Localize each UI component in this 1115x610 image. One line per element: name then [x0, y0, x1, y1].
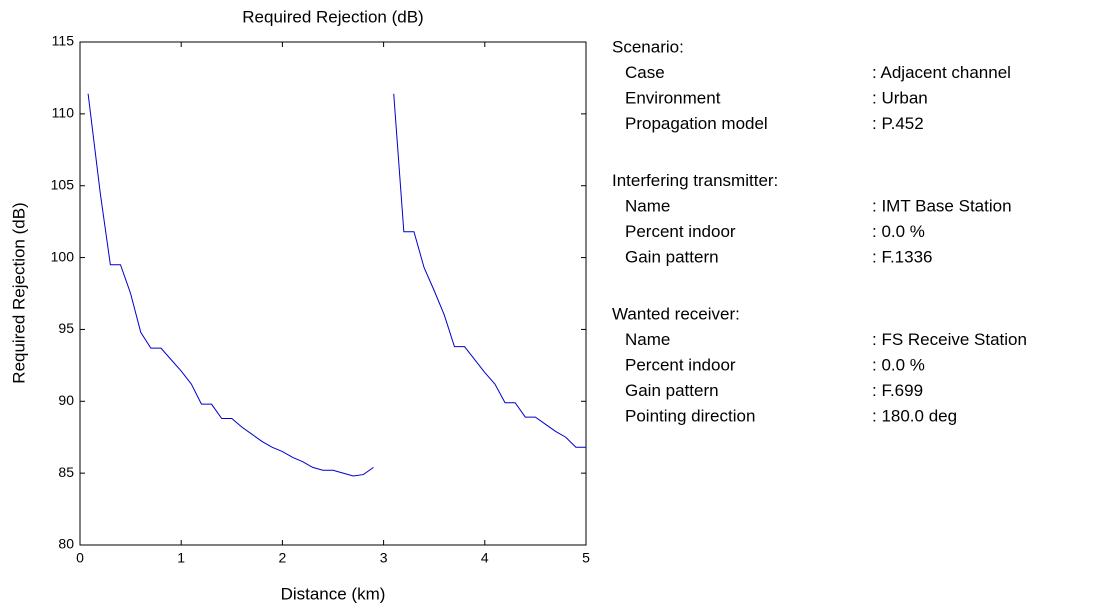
y-tick-label: 100	[51, 248, 75, 264]
x-axis-label: Distance (km)	[281, 584, 386, 603]
info-value: : F.699	[872, 381, 923, 400]
info-label: Environment	[625, 88, 721, 107]
info-label: Percent indoor	[625, 355, 736, 374]
x-tick-label: 3	[380, 550, 388, 566]
y-tick-label: 105	[51, 176, 75, 192]
y-axis-label: Required Rejection (dB)	[9, 202, 28, 383]
plot-frame	[79, 41, 587, 546]
y-tick-label: 85	[58, 464, 74, 480]
info-label: Name	[625, 196, 670, 215]
section-heading: Wanted receiver:	[612, 304, 740, 323]
y-tick-label: 115	[52, 33, 75, 49]
info-label: Pointing direction	[625, 406, 755, 425]
info-value: : F.1336	[872, 247, 933, 266]
section-heading: Scenario:	[612, 37, 684, 56]
info-value: : P.452	[872, 114, 924, 133]
info-value: : 0.0 %	[872, 222, 925, 241]
x-tick-label: 0	[76, 550, 84, 566]
info-value: : Urban	[872, 88, 928, 107]
info-label: Case	[625, 63, 665, 82]
x-tick-label: 2	[279, 550, 287, 566]
data-line	[87, 93, 586, 477]
info-label: Gain pattern	[625, 381, 719, 400]
info-value: : IMT Base Station	[872, 196, 1012, 215]
info-value: : Adjacent channel	[872, 63, 1011, 82]
x-tick-label: 1	[177, 550, 185, 566]
y-tick-label: 80	[58, 536, 74, 552]
y-tick-label: 110	[52, 105, 75, 121]
x-tick-label: 5	[582, 550, 590, 566]
info-value: : 180.0 deg	[872, 406, 957, 425]
x-tick-label: 4	[481, 550, 489, 566]
info-label: Propagation model	[625, 114, 768, 133]
info-label: Gain pattern	[625, 247, 719, 266]
info-value: : FS Receive Station	[872, 330, 1027, 349]
info-label: Name	[625, 330, 670, 349]
y-tick-label: 90	[58, 392, 74, 408]
info-label: Percent indoor	[625, 222, 736, 241]
section-heading: Interfering transmitter:	[612, 171, 778, 190]
info-value: : 0.0 %	[872, 355, 925, 374]
chart-title: Required Rejection (dB)	[242, 7, 423, 26]
y-tick-label: 95	[58, 320, 74, 336]
